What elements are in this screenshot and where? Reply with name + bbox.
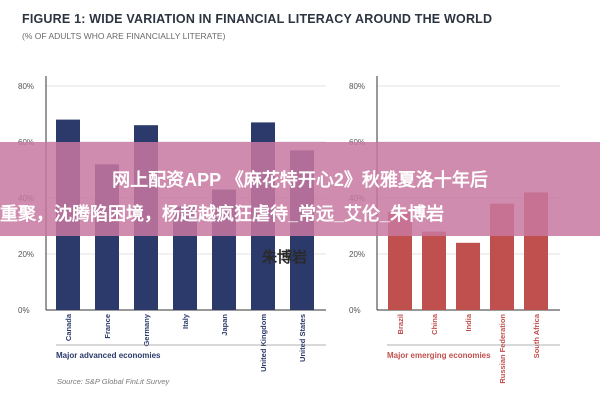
banner-line-2: 重聚，沈腾陷困境，杨超越疯狂虐待_常远_艾伦_朱博岩 (0, 204, 445, 224)
emerging-bar-china (422, 231, 446, 310)
advanced-category-label: France (103, 314, 112, 339)
advanced-category-label: Canada (64, 313, 73, 341)
advanced-group-label: Major advanced economies (56, 351, 161, 360)
banner-line-3: 朱博岩 (262, 249, 308, 266)
advanced-category-label: Japan (220, 314, 229, 336)
banner-line-1: 网上配资APP 《麻花特开心2》秋雅夏洛十年后 (112, 170, 488, 190)
emerging-category-label: India (464, 313, 473, 331)
advanced-category-label: United States (298, 314, 307, 362)
emerging-group-label: Major emerging economies (387, 351, 491, 360)
emerging-category-label: Brazil (396, 314, 405, 334)
emerging-category-label: Russian Federation (498, 314, 507, 384)
figure-subtitle: (% OF ADULTS WHO ARE FINANCIALLY LITERAT… (22, 31, 226, 41)
advanced-category-label: United Kingdom (259, 314, 268, 372)
advanced-category-label: Germany (142, 313, 151, 346)
emerging-category-label: South Africa (532, 313, 541, 358)
emerging-bar-india (456, 242, 480, 310)
emerging-ytick-label: 0% (349, 306, 361, 315)
emerging-ytick-label: 20% (349, 250, 365, 259)
advanced-ytick-label: 0% (18, 306, 30, 315)
advanced-ytick-label: 20% (18, 250, 34, 259)
figure-title: FIGURE 1: WIDE VARIATION IN FINANCIAL LI… (22, 12, 493, 26)
emerging-category-label: China (430, 313, 439, 335)
advanced-ytick-label: 80% (18, 82, 34, 91)
overlay-banner: 网上配资APP 《麻花特开心2》秋雅夏洛十年后 重聚，沈腾陷困境，杨超越疯狂虐待… (0, 142, 600, 236)
source-note: Source: S&P Global FinLit Survey (57, 377, 170, 386)
advanced-category-label: Italy (181, 313, 190, 329)
emerging-ytick-label: 80% (349, 82, 365, 91)
